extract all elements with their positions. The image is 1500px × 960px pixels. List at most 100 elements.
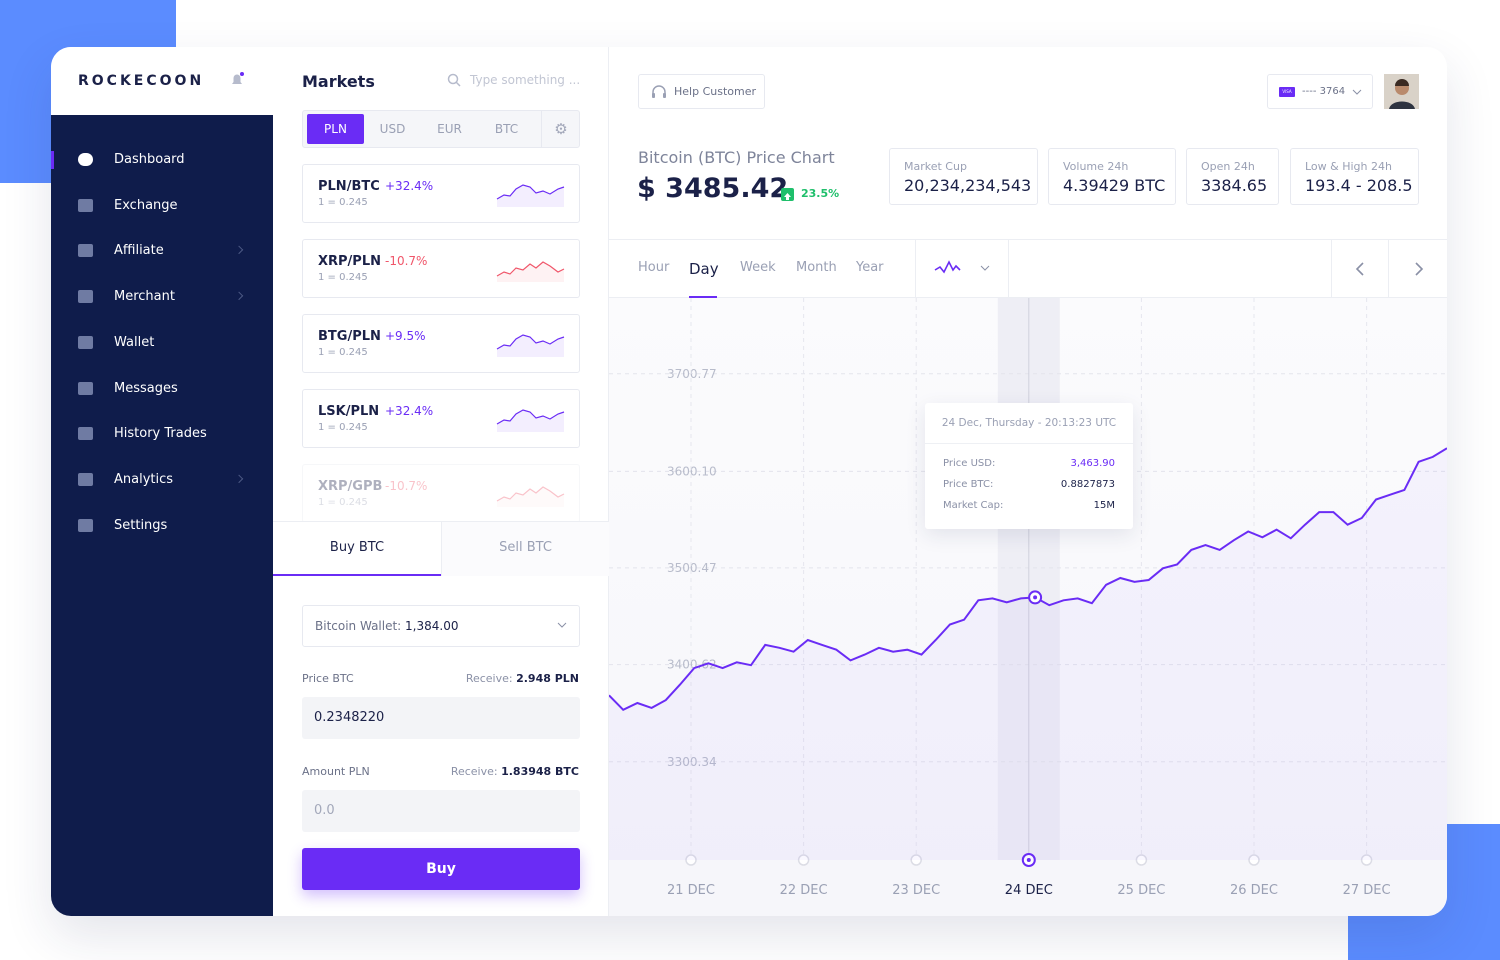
nav-item[interactable]: Affiliate	[51, 236, 273, 266]
nav-item[interactable]: Messages	[51, 374, 273, 404]
pair-name: XRP/GPB	[318, 479, 383, 494]
nav-arrow	[234, 245, 244, 255]
nav-item[interactable]: Exchange	[51, 191, 273, 221]
search-icon	[447, 73, 461, 87]
pair-name: PLN/BTC	[318, 179, 380, 194]
wave-icon	[934, 260, 990, 274]
stat-label: Market Cup	[904, 160, 967, 173]
price-label: Price BTC	[302, 672, 354, 685]
nav-label: History Trades	[114, 426, 207, 442]
x-label: 24 DEC	[1005, 883, 1053, 898]
nav-label: Analytics	[114, 471, 174, 487]
range-tab[interactable]: Month	[796, 260, 837, 275]
help-label: Help Customer	[674, 85, 757, 98]
nav-item[interactable]: Wallet	[51, 328, 273, 358]
trade-tabs: Buy BTC Sell BTC	[273, 522, 609, 576]
nav-icon	[78, 335, 93, 349]
nav-icon	[78, 472, 93, 486]
pair-card[interactable]: PLN/BTC +32.4% 1 = 0.245	[302, 164, 580, 223]
brand: ROCKECOON	[78, 73, 205, 89]
prev[interactable]	[1331, 240, 1389, 298]
nav-label: Merchant	[114, 289, 175, 305]
tooltip-title: 24 Dec, Thursday - 20:13:23 UTC	[941, 417, 1117, 429]
trade-tab[interactable]: Buy BTC	[273, 522, 441, 576]
x-label: 25 DEC	[1117, 883, 1165, 898]
price-value: $ 3485.42	[637, 173, 789, 204]
pair-card[interactable]: XRP/PLN -10.7% 1 = 0.245	[302, 239, 580, 298]
price-receive: Receive: 2.948 PLN	[466, 672, 579, 685]
sparkline	[496, 486, 565, 502]
pair-rate: 1 = 0.245	[318, 197, 368, 208]
tooltip: 24 Dec, Thursday - 20:13:23 UTC Price USD…	[925, 403, 1133, 529]
receive-label: Receive:	[465, 672, 513, 685]
nav-item[interactable]: Analytics	[51, 465, 273, 495]
pair-change: -10.7%	[385, 254, 428, 268]
currency-tab[interactable]: BTC	[494, 122, 519, 136]
markets-panel: Markets Type something ... PLN USD EUR BTC ⚙…	[273, 47, 609, 916]
wallet-label: Bitcoin Wallet:	[315, 619, 402, 633]
price-change: 23.5%	[801, 187, 840, 200]
sparkline	[496, 261, 565, 282]
pair-card[interactable]: LSK/PLN +32.4% 1 = 0.245	[302, 389, 580, 448]
tooltip-label: Market Cap:	[943, 500, 1004, 511]
range-bar: Hour Day Week Month Year	[609, 239, 1447, 298]
nav-item[interactable]: Dashboard	[51, 145, 273, 175]
divider	[273, 521, 609, 522]
pair-card[interactable]: BTG/PLN +9.5% 1 = 0.245	[302, 314, 580, 373]
nav-label: Messages	[114, 380, 178, 396]
card-brand: VISA	[1279, 87, 1295, 97]
receive-label: Receive:	[450, 765, 498, 778]
pair-list: PLN/BTC +32.4% 1 = 0.245 XRP/PLN -10.7% 1 = 0…	[302, 164, 580, 521]
price-input[interactable]: 0.2348220	[302, 697, 580, 739]
chevron	[557, 622, 567, 628]
x-dot	[685, 854, 697, 866]
sidebar: Dashboard Exchange Affiliate Merchant Wallet…	[51, 115, 273, 916]
range-tab[interactable]: Day	[689, 260, 719, 278]
pair-card[interactable]: XRP/GPB -10.7% 1 = 0.245	[302, 464, 580, 521]
help-button[interactable]: Help Customer	[638, 74, 765, 109]
nav-label: Dashboard	[114, 152, 185, 167]
chevron	[1352, 89, 1362, 95]
app: ROCKECOON Dashboard Exchange Affiliate Merc…	[51, 47, 1447, 916]
range-tab[interactable]: Week	[740, 260, 776, 275]
currency-tab[interactable]: USD	[379, 122, 406, 136]
currency-tab[interactable]: EUR	[437, 122, 462, 136]
nav-icon	[78, 290, 93, 304]
receive-value: 1.83948 BTC	[501, 765, 579, 778]
trade-tab[interactable]: Sell BTC	[441, 522, 609, 576]
range-tab[interactable]: Year	[856, 260, 884, 275]
pair-change: +32.4%	[385, 179, 434, 193]
avatar[interactable]	[1384, 74, 1419, 109]
pair-rate: 1 = 0.245	[318, 422, 368, 433]
nav-arrow	[234, 291, 244, 301]
card-select[interactable]: VISA ---- 3764	[1267, 74, 1373, 109]
bell[interactable]	[229, 71, 245, 89]
nav-item[interactable]: Settings	[51, 511, 273, 541]
amount-input[interactable]: 0.0	[302, 790, 580, 832]
x-label: 21 DEC	[667, 883, 715, 898]
buy-button[interactable]: Buy	[302, 848, 580, 890]
headset-icon	[652, 85, 666, 98]
pair-name: XRP/PLN	[318, 254, 382, 269]
x-label: 22 DEC	[780, 883, 828, 898]
nav-item[interactable]: Merchant	[51, 282, 273, 312]
currency-tab[interactable]: PLN	[307, 114, 364, 144]
nav-icon	[78, 153, 93, 166]
active-bar	[51, 151, 54, 169]
stats: Market Cup 20,234,234,543 Volume 24h 4.3942…	[889, 148, 1419, 205]
card-number: ---- 3764	[1302, 86, 1346, 97]
tooltip-label: Price BTC:	[943, 479, 994, 490]
stat-label: Volume 24h	[1063, 160, 1129, 173]
next[interactable]	[1389, 240, 1447, 298]
y-tick-label: 3600.10	[667, 464, 717, 478]
currency-tabs: PLN USD EUR BTC ⚙	[302, 110, 580, 148]
x-label: 27 DEC	[1343, 883, 1391, 898]
settings[interactable]: ⚙	[541, 111, 580, 147]
chart-type[interactable]	[915, 240, 1009, 298]
range-tab[interactable]: Hour	[638, 260, 670, 275]
search[interactable]: Type something ...	[470, 73, 581, 87]
nav-icon	[78, 244, 93, 258]
nav-item[interactable]: History Trades	[51, 419, 273, 449]
wallet-select[interactable]: Bitcoin Wallet: 1,384.00	[302, 605, 580, 647]
